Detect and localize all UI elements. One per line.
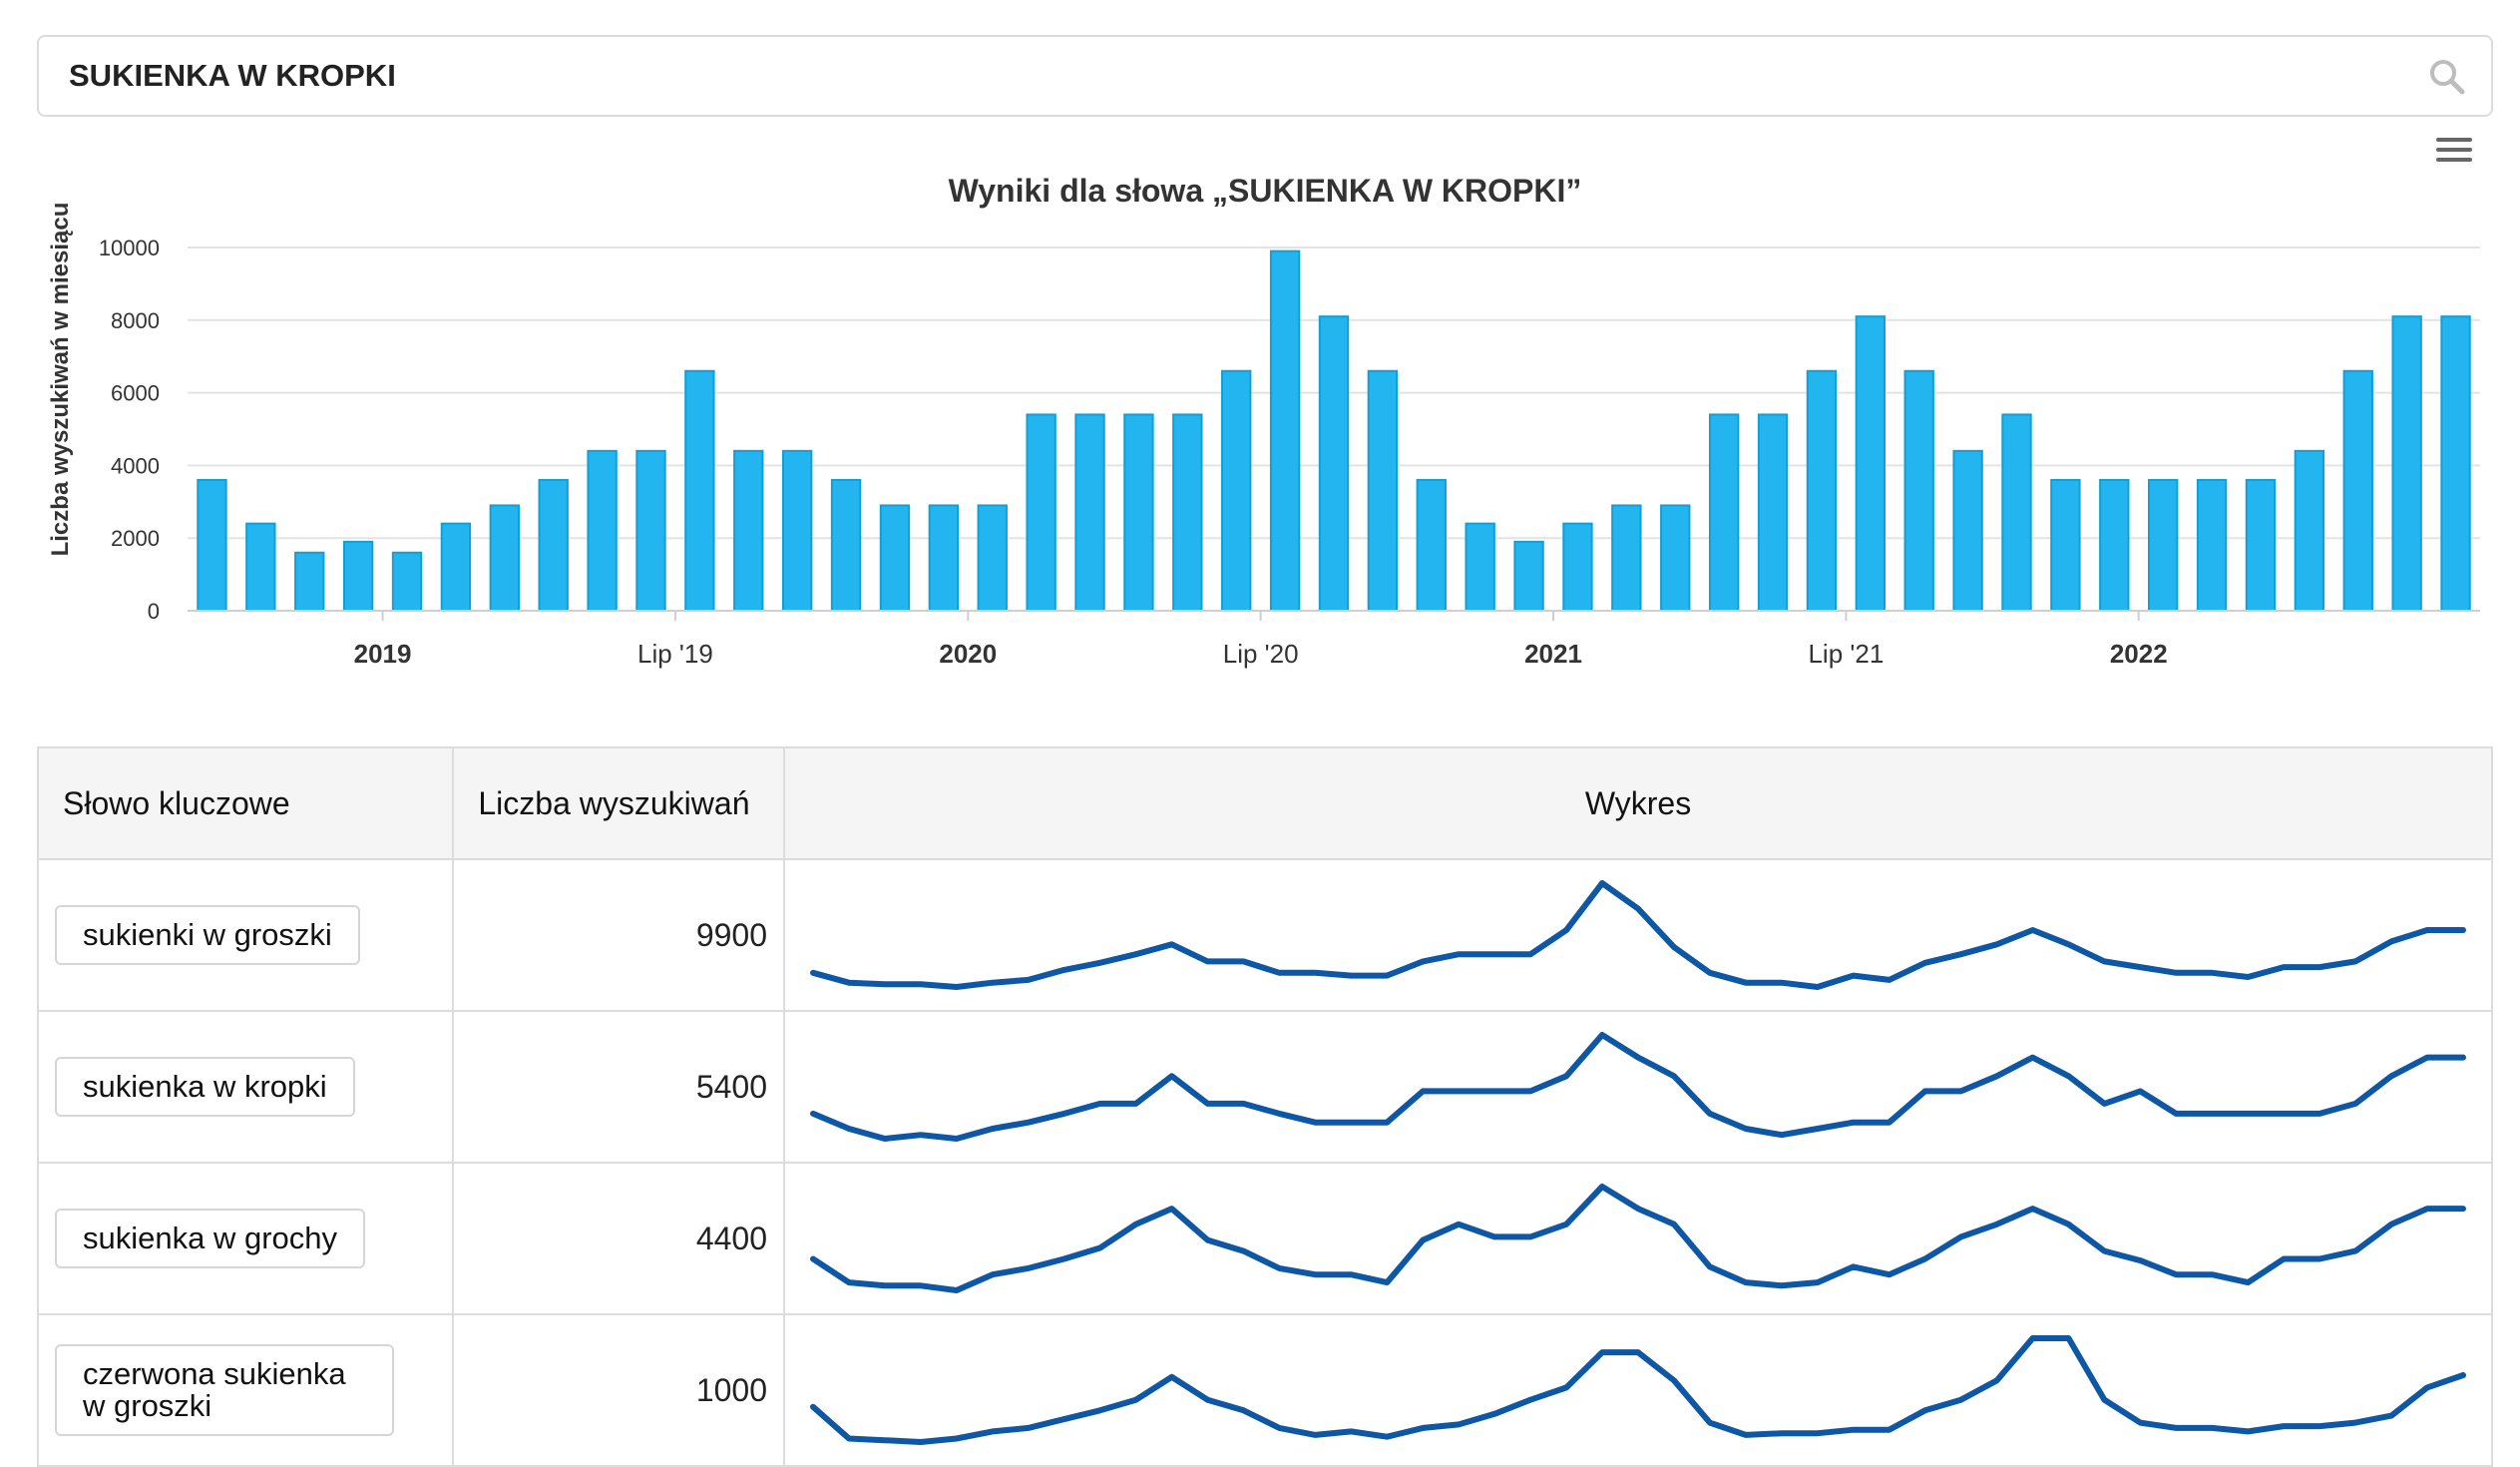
header-count: Liczba wyszukiwań: [452, 746, 785, 860]
bar[interactable]: [2099, 478, 2130, 612]
trend-line: [810, 1032, 2466, 1142]
search-count: 9900: [452, 858, 785, 1012]
bar[interactable]: [733, 449, 764, 612]
trend-line: [810, 1184, 2466, 1293]
bar[interactable]: [245, 522, 276, 613]
bar[interactable]: [2001, 413, 2032, 612]
bar[interactable]: [391, 551, 423, 613]
trend-sparkline: [810, 1184, 2466, 1293]
bar[interactable]: [440, 522, 472, 613]
bar[interactable]: [1513, 540, 1544, 612]
bar[interactable]: [489, 504, 520, 612]
keyword-chip[interactable]: sukienki w groszki: [55, 905, 360, 965]
bar[interactable]: [1952, 449, 1983, 612]
search-count: 4400: [452, 1162, 785, 1315]
bar[interactable]: [977, 504, 1008, 612]
bar[interactable]: [1903, 369, 1934, 612]
x-tick-label: Lip '20: [1223, 639, 1299, 669]
header-keyword: Słowo kluczowe: [36, 746, 455, 860]
bar[interactable]: [1123, 413, 1154, 612]
bar[interactable]: [1074, 413, 1105, 612]
bar[interactable]: [1221, 369, 1252, 612]
keywords-table: Słowo kluczowe Liczba wyszukiwań Wykres …: [36, 746, 2493, 1467]
header-chart: Wykres: [783, 746, 2493, 860]
bar[interactable]: [587, 449, 618, 612]
y-tick-label: 8000: [111, 308, 160, 333]
y-tick-label: 10000: [99, 236, 160, 260]
bar[interactable]: [1269, 249, 1301, 612]
bar[interactable]: [1318, 315, 1350, 612]
trend-sparkline: [810, 880, 2466, 990]
search-count: 1000: [452, 1313, 785, 1467]
bar[interactable]: [2196, 478, 2228, 612]
search-input[interactable]: [69, 37, 2363, 115]
x-tick-label: Lip '19: [637, 639, 713, 669]
trend-sparkline: [810, 1032, 2466, 1142]
bar[interactable]: [928, 504, 960, 612]
bar[interactable]: [684, 369, 715, 612]
bar[interactable]: [2440, 315, 2471, 612]
bar[interactable]: [1367, 369, 1399, 612]
bar[interactable]: [1855, 315, 1887, 612]
table-row: sukienka w kropki 5400: [36, 1010, 2493, 1164]
bar[interactable]: [1708, 413, 1740, 612]
table-row: sukienki w groszki 9900: [36, 858, 2493, 1012]
trend-line: [810, 880, 2466, 990]
bar[interactable]: [538, 478, 569, 612]
bar[interactable]: [635, 449, 666, 612]
bar[interactable]: [342, 540, 374, 612]
bar[interactable]: [879, 504, 911, 612]
x-tick-label: Lip '21: [1808, 639, 1884, 669]
x-tick-label: 2021: [1524, 639, 1582, 669]
table-row: czerwona sukienka w groszki 1000: [36, 1313, 2493, 1467]
y-tick-label: 6000: [111, 381, 160, 406]
table-header-row: Słowo kluczowe Liczba wyszukiwań Wykres: [36, 746, 2493, 860]
bar[interactable]: [1562, 522, 1593, 613]
table-row: sukienka w grochy 4400: [36, 1162, 2493, 1315]
search-icon[interactable]: [2427, 57, 2467, 97]
search-count: 5400: [452, 1010, 785, 1164]
x-tick-label: 2020: [939, 639, 997, 669]
trend-sparkline: [810, 1335, 2466, 1445]
bar[interactable]: [2294, 449, 2325, 612]
bar[interactable]: [2148, 478, 2179, 612]
bar[interactable]: [1611, 504, 1642, 612]
y-tick-label: 0: [148, 599, 160, 624]
bar[interactable]: [2342, 369, 2373, 612]
bar[interactable]: [1026, 413, 1056, 612]
bar[interactable]: [2050, 478, 2081, 612]
bar[interactable]: [1172, 413, 1203, 612]
chart-menu-icon[interactable]: [2436, 138, 2472, 168]
x-tick-label: 2019: [354, 639, 412, 669]
x-tick-label: 2022: [2110, 639, 2168, 669]
search-volume-chart: Wyniki dla słowa „SUKIENKA W KROPKI” Lic…: [47, 173, 2480, 669]
y-axis-label: Liczba wyszukiwań w miesiącu: [47, 203, 74, 557]
bar[interactable]: [1660, 504, 1691, 612]
y-tick-label: 4000: [111, 453, 160, 478]
keyword-chip[interactable]: czerwona sukienka w groszki: [55, 1344, 394, 1436]
bar[interactable]: [197, 478, 227, 612]
bar[interactable]: [1757, 413, 1789, 612]
keyword-chip[interactable]: sukienka w grochy: [55, 1209, 366, 1268]
trend-line: [810, 1335, 2466, 1445]
bar[interactable]: [1465, 522, 1495, 613]
bar[interactable]: [1806, 369, 1838, 612]
y-tick-label: 2000: [111, 526, 160, 551]
bar[interactable]: [1416, 478, 1447, 612]
bar[interactable]: [2391, 315, 2422, 612]
keyword-chip[interactable]: sukienka w kropki: [55, 1057, 355, 1117]
chart-title: Wyniki dla słowa „SUKIENKA W KROPKI”: [949, 173, 1582, 209]
bar[interactable]: [294, 551, 325, 613]
bar[interactable]: [781, 449, 813, 612]
search-box[interactable]: [37, 35, 2493, 117]
bar[interactable]: [2245, 478, 2277, 612]
bar[interactable]: [830, 478, 862, 612]
